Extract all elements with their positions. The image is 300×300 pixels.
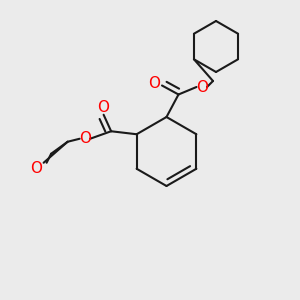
Text: O: O — [148, 76, 160, 92]
Text: O: O — [98, 100, 110, 115]
Text: O: O — [79, 131, 91, 146]
Text: O: O — [30, 161, 42, 176]
Text: O: O — [196, 80, 208, 94]
